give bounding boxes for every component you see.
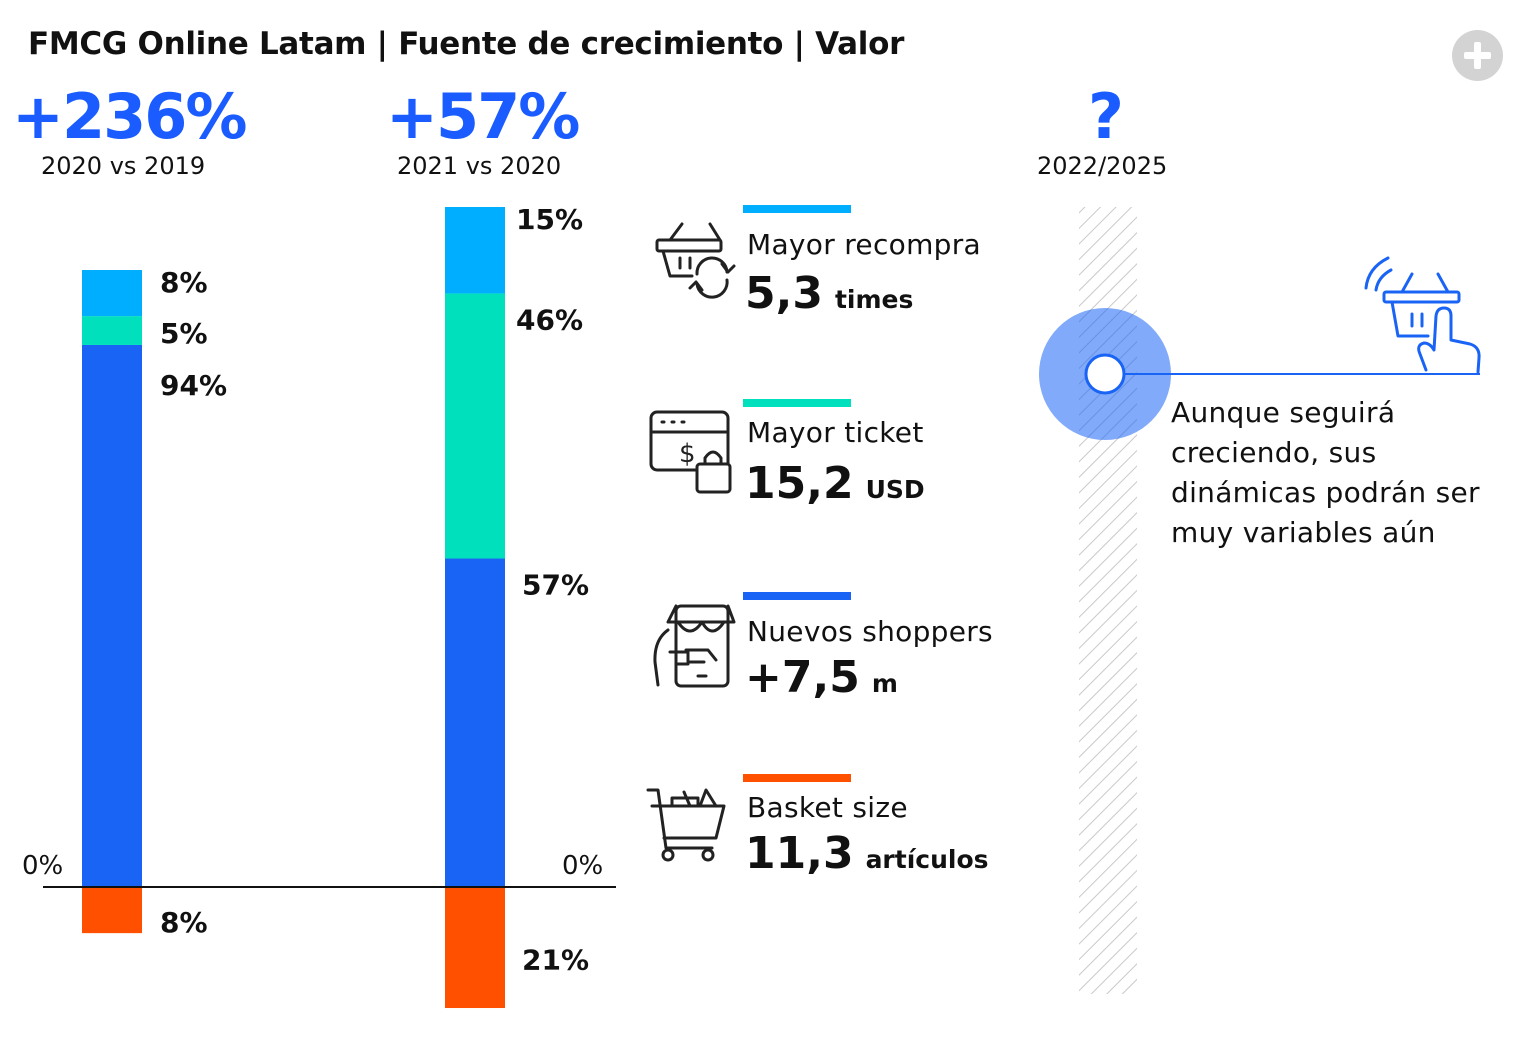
- driver-value-recompra: 5,3 times: [745, 268, 913, 319]
- bar-segment-shoppers-0: [82, 344, 142, 887]
- bar-label-recompra-1: 15%: [516, 203, 583, 236]
- bar-label-basket-1: 21%: [522, 944, 589, 977]
- driver-unit: artículos: [865, 845, 989, 874]
- driver-label-shoppers: Nuevos shoppers: [747, 615, 993, 648]
- driver-value-ticket: 15,2 USD: [745, 458, 925, 509]
- zero-tick-label: 0%: [22, 851, 63, 881]
- forecast-marker: [1084, 353, 1126, 395]
- bar-label-basket-0: 8%: [160, 906, 208, 939]
- driver-accent-recompra: [743, 205, 851, 213]
- driver-value-basket: 11,3 artículos: [745, 828, 989, 879]
- driver-number: 11,3: [745, 828, 854, 879]
- driver-accent-basket: [743, 774, 851, 782]
- bar-segment-recompra-0: [82, 270, 142, 317]
- driver-unit: times: [834, 285, 914, 314]
- bar-segment-ticket-0: [82, 316, 142, 345]
- bar-label-recompra-0: 8%: [160, 266, 208, 299]
- growth-forecast: ?: [1088, 80, 1124, 153]
- bar-label-shoppers-0: 94%: [160, 369, 227, 402]
- driver-label-recompra: Mayor recompra: [747, 228, 981, 261]
- price-bag-icon: $: [649, 410, 732, 494]
- bar-segment-shoppers-1: [445, 558, 505, 887]
- bar-segment-basket-0: [82, 887, 142, 934]
- driver-number: 15,2: [745, 458, 854, 509]
- period-2021: 2021 vs 2020: [397, 152, 562, 180]
- expand-plus-icon[interactable]: [1452, 30, 1503, 81]
- driver-unit: m: [871, 669, 898, 698]
- driver-label-ticket: Mayor ticket: [747, 416, 924, 449]
- svg-text:$: $: [679, 439, 696, 469]
- driver-unit: USD: [865, 475, 925, 504]
- basket-repeat-icon: [655, 222, 736, 299]
- driver-label-basket: Basket size: [747, 791, 908, 824]
- driver-accent-shoppers: [743, 592, 851, 600]
- touch-basket-icon: [1364, 256, 1481, 374]
- mobile-store-icon: [653, 604, 736, 688]
- bar-segment-recompra-1: [445, 207, 505, 294]
- bar-segment-ticket-1: [445, 293, 505, 559]
- shopping-cart-icon: [646, 788, 726, 862]
- driver-number: 5,3: [745, 268, 823, 319]
- period-2020: 2020 vs 2019: [41, 152, 206, 180]
- driver-accent-ticket: [743, 399, 851, 407]
- zero-tick-label: 0%: [562, 851, 603, 881]
- bar-segment-basket-1: [445, 887, 505, 1009]
- bar-label-ticket-0: 5%: [160, 317, 208, 350]
- chart-title: FMCG Online Latam | Fuente de crecimient…: [28, 26, 905, 62]
- period-forecast: 2022/2025: [1037, 152, 1168, 180]
- driver-value-shoppers: +7,5 m: [745, 652, 898, 703]
- bar-label-ticket-1: 46%: [516, 303, 583, 336]
- forecast-note: Aunque seguirá creciendo, sus dinámicas …: [1171, 396, 1480, 549]
- driver-number: +7,5: [745, 652, 860, 703]
- bar-label-shoppers-1: 57%: [522, 569, 589, 602]
- growth-2021: +57%: [386, 80, 580, 153]
- growth-2020: +236%: [12, 80, 247, 153]
